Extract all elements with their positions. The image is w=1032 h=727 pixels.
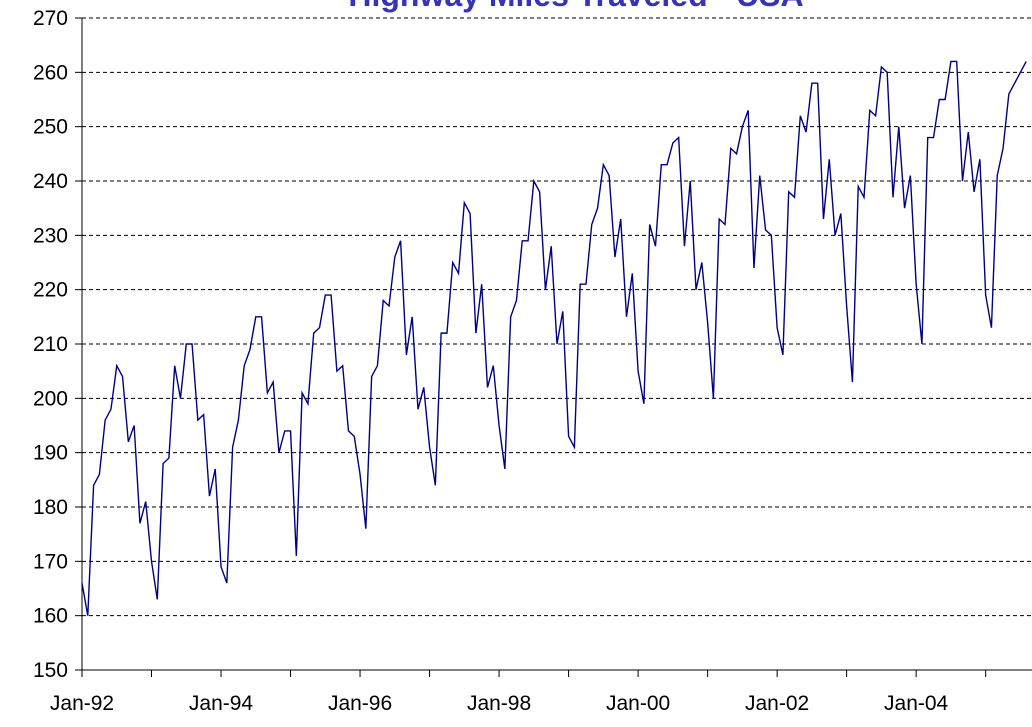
x-tick-label: Jan-96: [328, 692, 392, 715]
y-tick-label: 250: [33, 116, 68, 139]
y-tick-label: 220: [33, 279, 68, 302]
x-tick-label: Jan-02: [745, 692, 809, 715]
x-tick-label: Jan-04: [884, 692, 949, 715]
x-tick-label: Jan-92: [50, 692, 114, 715]
y-tick-label: 150: [33, 659, 68, 682]
y-tick-label: 200: [33, 387, 68, 410]
x-tick-label: Jan-94: [189, 692, 254, 715]
y-tick-label: 230: [33, 224, 68, 247]
y-tick-label: 190: [33, 442, 68, 465]
x-tick-label: Jan-00: [606, 692, 670, 715]
y-tick-label: 270: [33, 7, 68, 30]
y-tick-label: 180: [33, 496, 68, 519]
x-tick-label: Jan-98: [467, 692, 531, 715]
y-tick-label: 240: [33, 170, 68, 193]
y-tick-label: 160: [33, 605, 68, 628]
chart-title: Highway Miles Traveled - USA: [348, 0, 803, 13]
y-tick-label: 170: [33, 550, 68, 573]
y-tick-label: 260: [33, 61, 68, 84]
y-tick-label: 210: [33, 333, 68, 356]
data-line: [81, 60, 1027, 616]
